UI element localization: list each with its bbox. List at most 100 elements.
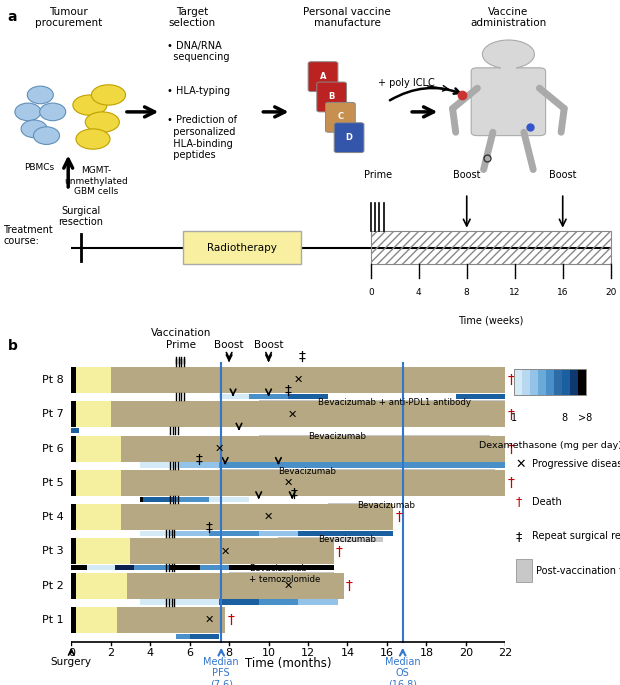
Text: ✕: ✕ <box>288 410 297 419</box>
Ellipse shape <box>73 95 107 115</box>
Text: ‡: ‡ <box>285 384 292 398</box>
Text: ✕: ✕ <box>283 478 293 488</box>
Text: ‡: ‡ <box>196 453 203 466</box>
Bar <box>76 607 117 633</box>
Bar <box>76 436 121 462</box>
Text: ‡: ‡ <box>206 521 213 535</box>
Text: 20: 20 <box>459 648 473 658</box>
Text: A: A <box>320 72 326 81</box>
Bar <box>521 369 529 395</box>
Text: 2: 2 <box>107 648 114 658</box>
Text: †: † <box>508 442 515 456</box>
Ellipse shape <box>33 127 60 145</box>
Text: Pt 5: Pt 5 <box>42 478 63 488</box>
Text: 8: 8 <box>464 288 469 297</box>
Text: Bevacizumab: Bevacizumab <box>357 501 415 510</box>
Text: ‡: ‡ <box>516 530 522 543</box>
Text: Progressive disease: Progressive disease <box>533 460 620 469</box>
Text: 0: 0 <box>68 648 75 658</box>
Text: 8: 8 <box>562 412 568 423</box>
Text: ✕: ✕ <box>205 615 214 625</box>
Text: 1: 1 <box>510 412 516 423</box>
Text: †: † <box>336 545 343 558</box>
Text: Bevacizumab: Bevacizumab <box>318 535 376 544</box>
Bar <box>71 428 79 434</box>
Text: Repeat surgical resection: Repeat surgical resection <box>533 532 620 541</box>
Text: Post-vaccination therapies: Post-vaccination therapies <box>536 566 620 576</box>
Bar <box>180 462 219 468</box>
Text: Radiotherapy: Radiotherapy <box>207 242 277 253</box>
Ellipse shape <box>86 112 119 132</box>
Text: a: a <box>7 10 17 24</box>
Bar <box>183 231 301 264</box>
Bar <box>71 436 505 462</box>
Text: 20: 20 <box>605 288 616 297</box>
Bar <box>71 470 76 496</box>
Text: MGMT-
unmethylated
GBM cells: MGMT- unmethylated GBM cells <box>64 166 128 196</box>
Text: 12: 12 <box>509 288 520 297</box>
Text: ✕: ✕ <box>283 581 293 590</box>
Bar <box>371 231 611 264</box>
Text: Median
PFS
(7.6): Median PFS (7.6) <box>203 656 239 685</box>
Text: Pt 4: Pt 4 <box>42 512 63 522</box>
Bar <box>578 369 587 395</box>
Text: 4: 4 <box>147 648 154 658</box>
Text: †: † <box>516 495 522 508</box>
Bar <box>278 538 383 542</box>
Text: †: † <box>395 510 402 524</box>
Bar <box>200 565 229 570</box>
Text: C: C <box>337 112 343 121</box>
Bar <box>259 599 298 605</box>
Text: †: † <box>508 373 515 387</box>
Bar <box>143 497 174 502</box>
Text: 8: 8 <box>226 648 232 658</box>
Text: Surgical
resection: Surgical resection <box>58 206 103 227</box>
Bar <box>288 394 328 399</box>
Bar <box>71 607 76 633</box>
Text: b: b <box>7 339 17 353</box>
Text: Pt 8: Pt 8 <box>42 375 63 385</box>
Text: Boost: Boost <box>254 340 283 350</box>
Text: • DNA/RNA
  sequencing: • DNA/RNA sequencing <box>167 40 230 62</box>
FancyBboxPatch shape <box>308 62 338 92</box>
Bar <box>259 435 490 439</box>
Bar <box>219 469 495 473</box>
Text: 22: 22 <box>498 648 512 658</box>
Bar <box>71 367 76 393</box>
Bar <box>71 504 76 530</box>
Text: + poly ICLC: + poly ICLC <box>378 78 435 88</box>
Text: D: D <box>345 133 353 142</box>
Text: †: † <box>228 613 234 627</box>
FancyBboxPatch shape <box>317 82 347 112</box>
Text: Prime: Prime <box>364 170 392 179</box>
Bar <box>115 565 135 570</box>
Text: • Prediction of
  personalized
  HLA-binding
  peptides: • Prediction of personalized HLA-binding… <box>167 115 237 160</box>
Bar <box>176 634 190 638</box>
Bar <box>546 369 554 395</box>
Bar <box>219 599 259 605</box>
Bar <box>219 394 249 399</box>
Bar <box>76 538 130 564</box>
FancyBboxPatch shape <box>326 102 355 132</box>
Bar <box>71 538 334 564</box>
Bar <box>140 497 143 502</box>
Bar <box>210 497 249 502</box>
Text: 18: 18 <box>419 648 433 658</box>
Text: Pt 2: Pt 2 <box>42 581 63 590</box>
Bar <box>76 470 121 496</box>
Bar <box>71 470 505 496</box>
Text: Pt 7: Pt 7 <box>42 410 63 419</box>
Bar <box>140 531 170 536</box>
Bar <box>259 531 298 536</box>
Bar <box>516 560 533 582</box>
Text: Target
selection: Target selection <box>169 7 216 28</box>
Bar <box>71 504 393 530</box>
Text: 12: 12 <box>301 648 315 658</box>
Bar <box>229 565 334 570</box>
Text: 0: 0 <box>368 288 374 297</box>
Text: Bevacizumab: Bevacizumab <box>308 432 366 441</box>
Text: ✕: ✕ <box>293 375 303 385</box>
Text: Vaccination
Prime: Vaccination Prime <box>151 328 211 350</box>
Bar <box>140 462 180 468</box>
Bar <box>219 462 505 468</box>
